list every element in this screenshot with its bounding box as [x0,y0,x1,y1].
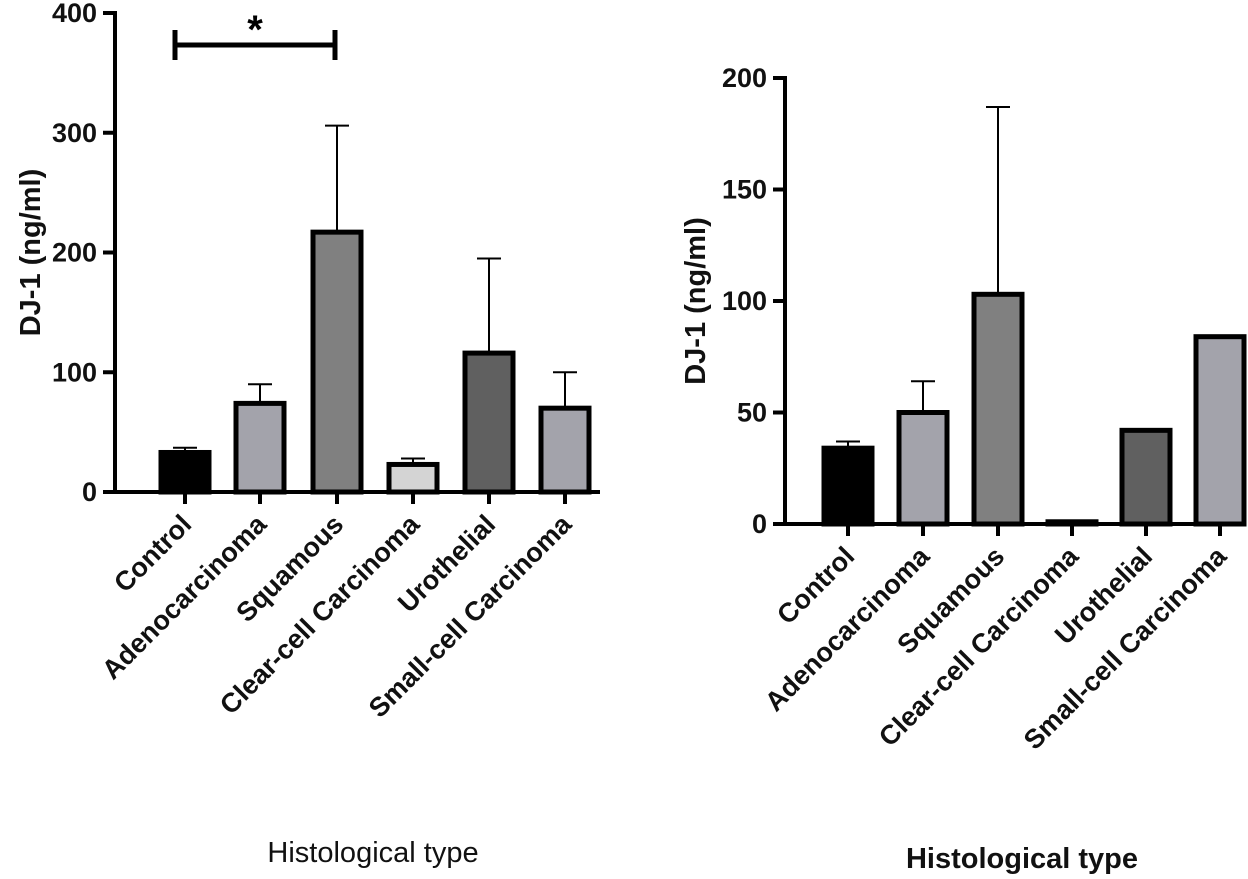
bar-control [821,445,875,527]
y-tick-label: 300 [52,118,97,148]
y-tick-label: 100 [52,357,97,387]
bar-adenocarcinoma [896,410,950,527]
bar-adenocarcinoma [233,400,287,495]
y-axis-label: DJ-1 (ng/ml) [15,169,47,337]
bar-urothelial [462,350,516,495]
bar-small-cell-carcinoma [1193,334,1247,527]
y-tick-label: 400 [52,0,97,28]
y-axis-label: DJ-1 (ng/ml) [680,217,712,385]
bar-clear-cell-carcinoma [1045,519,1099,527]
significance-star: * [247,8,263,52]
bar-squamous [310,229,364,495]
y-tick-label: 50 [737,398,767,428]
y-tick-label: 0 [82,477,97,507]
y-tick-label: 200 [722,63,767,93]
x-axis-label: Histological type [906,843,1138,875]
y-tick-label: 100 [722,286,767,316]
chart-1: 0100200300400ControlAdenocarcinomaSquamo… [15,0,600,869]
bar-clear-cell-carcinoma [386,461,440,495]
bar-control [158,449,212,495]
x-axis-label: Histological type [267,837,478,869]
bar-urothelial [1119,427,1173,527]
y-tick-label: 0 [752,509,767,539]
bar-small-cell-carcinoma [538,405,592,495]
y-tick-label: 150 [722,175,767,205]
y-tick-label: 200 [52,238,97,268]
chart-2: 050100150200ControlAdenocarcinomaSquamou… [680,63,1247,875]
bar-squamous [971,291,1025,527]
